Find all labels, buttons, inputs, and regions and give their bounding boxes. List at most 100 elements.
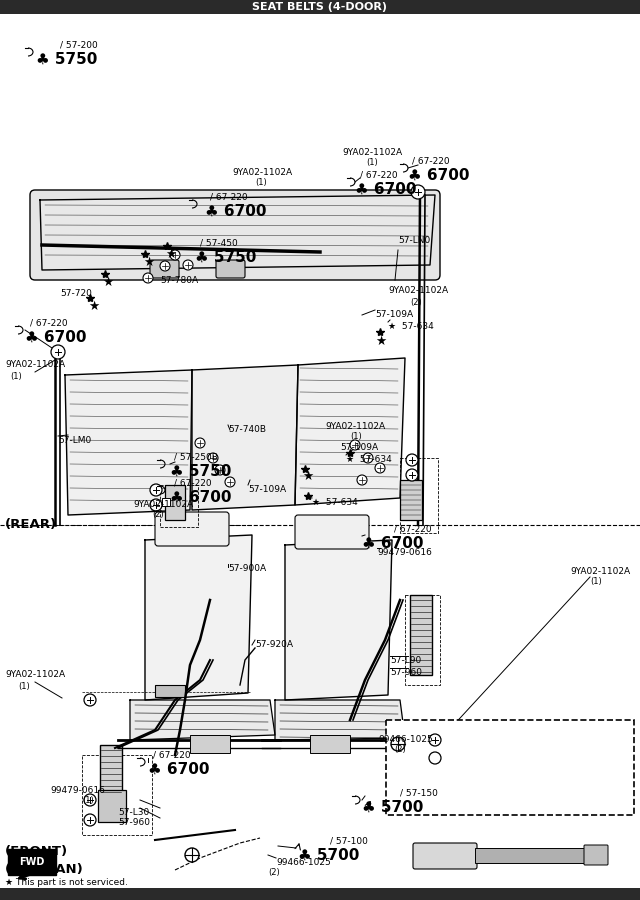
Bar [0, 0, 640, 14]
Polygon shape [65, 370, 192, 515]
Text: ♣ 6700: ♣ 6700 [205, 204, 266, 219]
FancyBboxPatch shape [155, 512, 229, 546]
Circle shape [84, 694, 96, 706]
Bar [165, 485, 185, 520]
Text: 57-L90: 57-L90 [390, 656, 421, 665]
Circle shape [429, 752, 441, 764]
Text: / 67-220: / 67-220 [30, 318, 68, 327]
Bar [475, 848, 585, 863]
Circle shape [183, 260, 193, 270]
Circle shape [225, 477, 235, 487]
Bar [410, 595, 432, 675]
Text: 57-720: 57-720 [60, 289, 92, 298]
Text: 57-109A: 57-109A [248, 485, 286, 494]
Bar [0, 888, 640, 900]
Circle shape [357, 475, 367, 485]
Text: / 57-250B: / 57-250B [174, 452, 218, 461]
Text: ♣ 5750: ♣ 5750 [170, 464, 232, 479]
Text: ♣ 5700: ♣ 5700 [362, 800, 424, 815]
Circle shape [406, 454, 418, 466]
Polygon shape [145, 535, 252, 700]
Bar [162, 498, 170, 506]
Text: ♣ 5750: ♣ 5750 [36, 52, 97, 67]
Bar [190, 735, 230, 753]
Circle shape [429, 734, 441, 746]
Circle shape [363, 453, 373, 463]
Bar [310, 735, 350, 753]
Text: (2): (2) [394, 745, 406, 754]
Bar [100, 745, 122, 800]
Text: (2): (2) [410, 298, 422, 307]
Text: 9YA02-1102A: 9YA02-1102A [388, 286, 448, 295]
Text: (1): (1) [590, 577, 602, 586]
Circle shape [391, 737, 405, 751]
Bar [400, 458, 438, 533]
Circle shape [143, 273, 153, 283]
Text: 57-LM0: 57-LM0 [58, 436, 92, 445]
FancyBboxPatch shape [584, 845, 608, 865]
Text: (1): (1) [350, 432, 362, 441]
Text: 99466-1025: 99466-1025 [378, 735, 433, 744]
Text: 9YA02-1102A: 9YA02-1102A [325, 422, 385, 431]
FancyBboxPatch shape [150, 260, 179, 278]
Text: FWD: FWD [19, 857, 45, 867]
Text: ♣ 5700: ♣ 5700 [298, 848, 360, 863]
Text: (USA/CAN): (USA/CAN) [5, 862, 84, 875]
Text: 9YA02-1102A: 9YA02-1102A [5, 670, 65, 679]
Text: ♣ 6700: ♣ 6700 [25, 330, 86, 345]
Circle shape [215, 465, 225, 475]
Text: 57-LN0: 57-LN0 [398, 236, 430, 245]
Text: 99479-0616: 99479-0616 [50, 786, 105, 795]
Text: / 67-220: / 67-220 [360, 170, 397, 179]
FancyBboxPatch shape [30, 190, 440, 280]
Text: / 67-220: / 67-220 [394, 524, 431, 533]
Circle shape [170, 250, 180, 260]
Polygon shape [130, 700, 275, 740]
Text: ♣ 6700: ♣ 6700 [148, 762, 209, 777]
Circle shape [51, 345, 65, 359]
Text: / 57-100: / 57-100 [330, 836, 368, 845]
Text: 9YA02-1102A: 9YA02-1102A [133, 500, 193, 509]
Bar [160, 485, 198, 527]
Text: ★: ★ [165, 248, 176, 261]
Text: (1): (1) [366, 158, 378, 167]
Text: ♣ 6700: ♣ 6700 [362, 536, 424, 551]
Text: / 67-220: / 67-220 [174, 478, 212, 487]
Text: 57-960: 57-960 [390, 668, 422, 677]
Text: 57-900A: 57-900A [228, 564, 266, 573]
Polygon shape [295, 358, 405, 505]
Text: (1): (1) [10, 372, 22, 381]
Text: ★ This part is not serviced.: ★ This part is not serviced. [5, 878, 128, 887]
Text: ★: ★ [143, 256, 154, 269]
Circle shape [150, 484, 162, 496]
Text: (1): (1) [82, 796, 93, 805]
Text: / 57-150: / 57-150 [400, 788, 438, 797]
Text: (FRONT): (FRONT) [5, 845, 68, 858]
Bar [8, 849, 56, 875]
Polygon shape [40, 195, 435, 270]
Text: / 67-220: / 67-220 [210, 192, 248, 201]
Bar [386, 720, 634, 815]
Text: (2): (2) [268, 868, 280, 877]
Bar [400, 480, 422, 520]
Text: ♣ 5750: ♣ 5750 [195, 250, 257, 265]
Text: ★  57-634: ★ 57-634 [346, 455, 392, 464]
Circle shape [150, 499, 162, 511]
Text: / 57-450: / 57-450 [200, 238, 237, 247]
Text: ♣ 6700: ♣ 6700 [355, 182, 417, 197]
Text: ♣ 6700: ♣ 6700 [408, 168, 470, 183]
Text: / 67-220: / 67-220 [153, 750, 191, 759]
Text: ★  57-634: ★ 57-634 [388, 322, 434, 331]
Text: 99466-1025: 99466-1025 [276, 858, 331, 867]
Bar [405, 595, 440, 685]
Text: ★: ★ [88, 300, 99, 313]
Circle shape [195, 438, 205, 448]
Bar [155, 685, 185, 697]
Circle shape [406, 469, 418, 481]
Text: SEAT BELTS (4-DOOR): SEAT BELTS (4-DOOR) [253, 2, 387, 12]
Text: (2): (2) [152, 510, 164, 519]
Circle shape [208, 453, 218, 463]
FancyBboxPatch shape [216, 260, 245, 278]
Text: ★: ★ [102, 276, 113, 289]
Text: ★: ★ [302, 470, 313, 483]
